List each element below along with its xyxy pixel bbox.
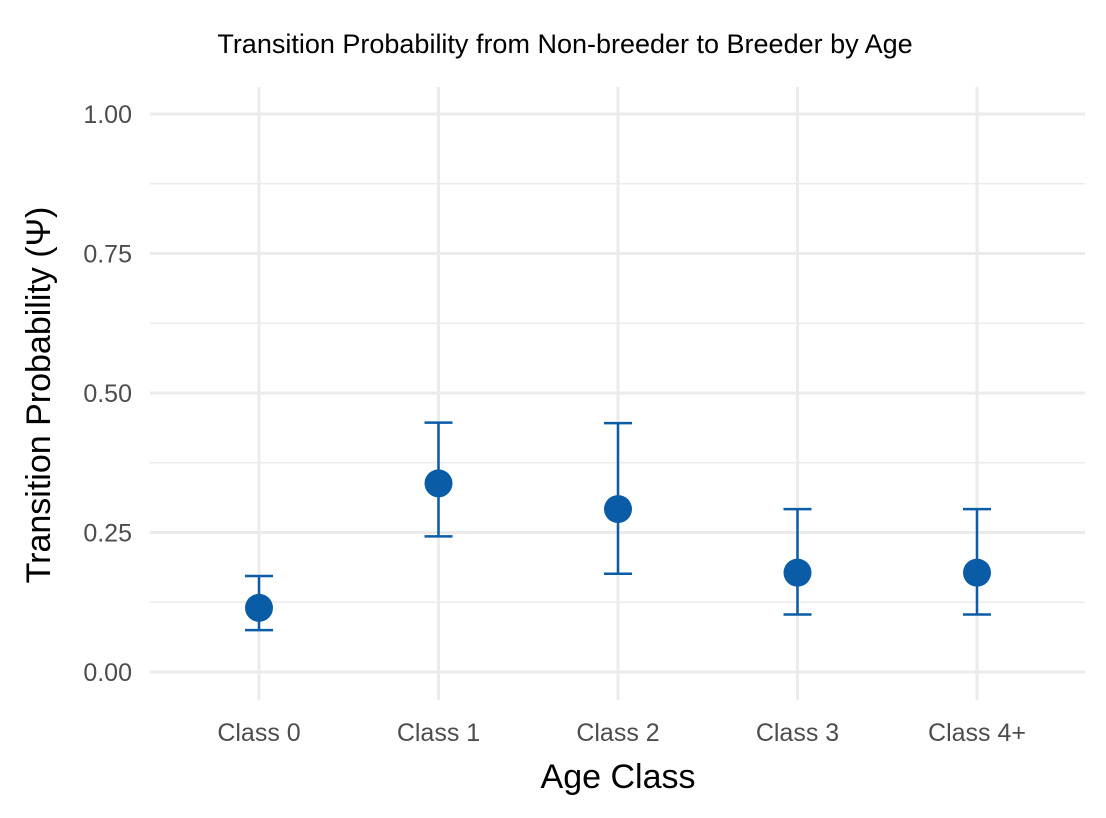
x-axis-title: Age Class [541,758,696,796]
grid [150,87,1085,700]
data-marks [245,421,991,632]
x-tick-label: Class 0 [217,719,300,747]
chart-title: Transition Probability from Non-breeder … [217,29,912,59]
x-tick-label: Class 3 [756,719,839,747]
y-tick-label: 1.00 [83,101,132,129]
y-axis-ticks: 0.00 0.25 0.50 0.75 1.00 [83,101,132,687]
y-tick-label: 0.25 [83,520,132,548]
data-point [963,558,991,587]
data-point [424,469,453,498]
y-axis-title: Transition Probability (Ψ) [20,207,58,584]
x-tick-label: Class 1 [397,719,480,747]
y-tick-label: 0.75 [83,241,132,269]
data-point [783,558,812,587]
y-tick-label: 0.50 [83,380,132,408]
x-axis-ticks: Class 0 Class 1 Class 2 Class 3 Class 4+ [217,719,1026,747]
y-tick-label: 0.00 [83,659,132,687]
data-point [604,495,632,524]
data-point [245,593,273,622]
x-tick-label: Class 2 [576,719,659,747]
x-tick-label: Class 4+ [928,719,1026,747]
